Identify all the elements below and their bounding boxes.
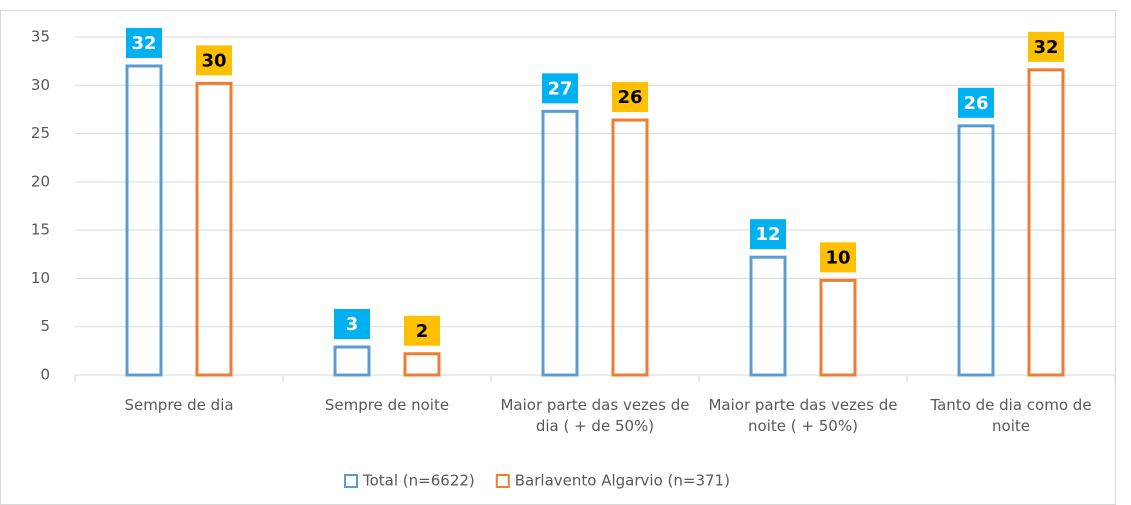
value-label-box: [958, 87, 994, 118]
legend-label: Barlavento Algarvio (n=371): [515, 472, 730, 490]
y-tick-label: 25: [31, 124, 50, 142]
y-tick-label: 10: [31, 269, 50, 287]
value-label-box: [334, 308, 370, 339]
x-tick-label: Maior parte das vezes de noite ( + 50%): [708, 396, 898, 435]
legend-swatch: [344, 474, 358, 488]
y-tick-label: 15: [31, 221, 50, 239]
legend-label: Total (n=6622): [362, 472, 475, 490]
x-tick-label: Tanto de dia como de noite: [930, 396, 1092, 435]
bar: [819, 278, 857, 377]
bar: [333, 345, 371, 377]
value-label-box: [820, 242, 856, 273]
value-label: 10: [825, 247, 850, 268]
y-tick-label: 0: [40, 366, 50, 384]
bar: [403, 352, 441, 377]
value-label: 26: [963, 93, 988, 114]
value-label-box: [196, 45, 232, 76]
bar: [125, 64, 163, 377]
bar: [957, 124, 995, 377]
y-tick-label: 35: [31, 28, 50, 46]
value-label-box: [542, 73, 578, 104]
bar: [749, 255, 787, 377]
x-tick-label: Sempre de noite: [324, 396, 450, 414]
value-label: 32: [1033, 37, 1058, 58]
bar: [1027, 68, 1065, 377]
value-label: 32: [131, 33, 156, 54]
y-tick-label: 20: [31, 172, 50, 190]
value-label-box: [750, 219, 786, 250]
value-label-box: [404, 315, 440, 346]
value-label-box: [612, 82, 648, 113]
bar: [611, 118, 649, 377]
y-tick-label: 5: [40, 317, 50, 335]
value-label-box: [126, 27, 162, 58]
value-label: 12: [755, 224, 780, 245]
value-label: 27: [547, 78, 572, 99]
x-tick-label: Sempre de dia: [124, 396, 234, 414]
legend-swatch: [495, 474, 510, 488]
value-label: 2: [416, 321, 429, 342]
bar: [195, 81, 233, 377]
value-label: 3: [346, 314, 359, 335]
value-label: 30: [201, 50, 226, 71]
value-label: 26: [617, 87, 642, 108]
y-tick-label: 30: [31, 76, 50, 94]
bar: [541, 109, 579, 377]
x-tick-label: Maior parte das vezes de dia ( + de 50%): [500, 396, 690, 435]
value-label-box: [1028, 31, 1064, 62]
